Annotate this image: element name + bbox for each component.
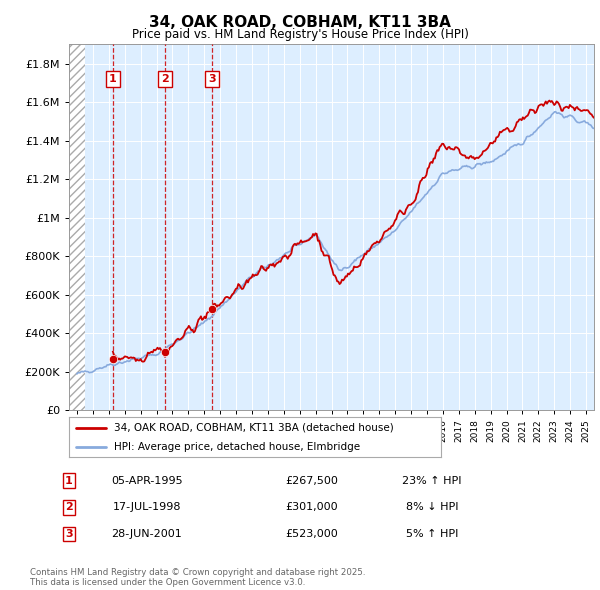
Text: 1: 1 [65, 476, 73, 486]
Text: 17-JUL-1998: 17-JUL-1998 [113, 503, 181, 512]
Text: 23% ↑ HPI: 23% ↑ HPI [402, 476, 462, 486]
Text: 05-APR-1995: 05-APR-1995 [111, 476, 183, 486]
Text: 1: 1 [109, 74, 117, 84]
Text: 34, OAK ROAD, COBHAM, KT11 3BA: 34, OAK ROAD, COBHAM, KT11 3BA [149, 15, 451, 30]
Bar [69, 44, 85, 410]
Text: Contains HM Land Registry data © Crown copyright and database right 2025.
This d: Contains HM Land Registry data © Crown c… [30, 568, 365, 587]
Text: 5% ↑ HPI: 5% ↑ HPI [406, 529, 458, 539]
Text: £301,000: £301,000 [286, 503, 338, 512]
Text: £523,000: £523,000 [286, 529, 338, 539]
Text: 28-JUN-2001: 28-JUN-2001 [112, 529, 182, 539]
Text: 34, OAK ROAD, COBHAM, KT11 3BA (detached house): 34, OAK ROAD, COBHAM, KT11 3BA (detached… [113, 423, 394, 433]
Text: 3: 3 [208, 74, 216, 84]
Text: 3: 3 [65, 529, 73, 539]
Text: HPI: Average price, detached house, Elmbridge: HPI: Average price, detached house, Elmb… [113, 442, 360, 452]
Text: 2: 2 [161, 74, 169, 84]
Text: 2: 2 [65, 503, 73, 512]
Text: Price paid vs. HM Land Registry's House Price Index (HPI): Price paid vs. HM Land Registry's House … [131, 28, 469, 41]
Text: £267,500: £267,500 [286, 476, 338, 486]
Text: 8% ↓ HPI: 8% ↓ HPI [406, 503, 458, 512]
